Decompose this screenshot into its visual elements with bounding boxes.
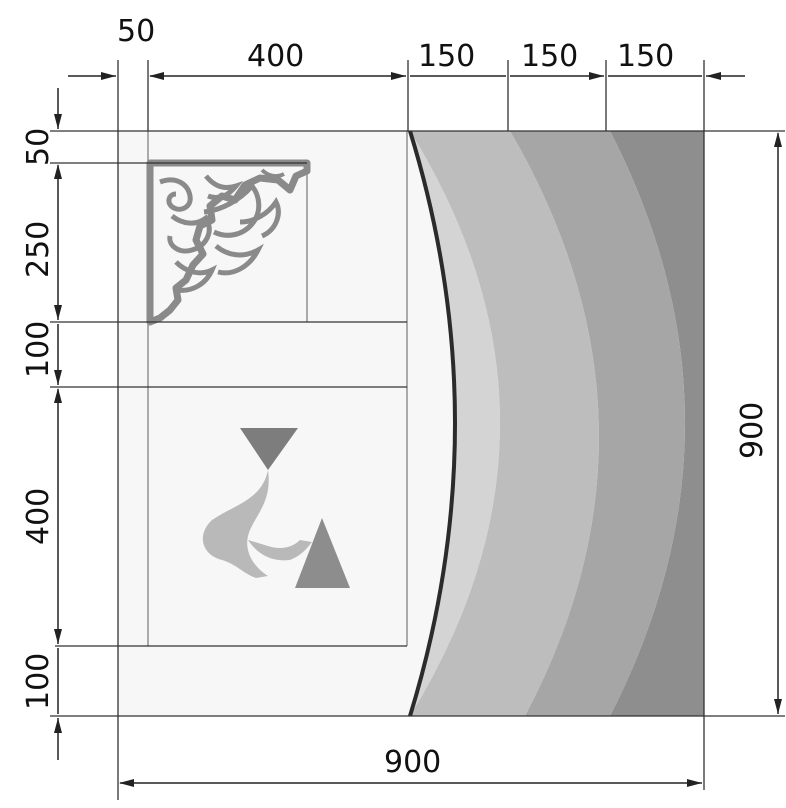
dim-left-top-margin: 50: [21, 128, 56, 166]
dim-top-margin: 50: [117, 14, 155, 49]
top-dimension-line: 50 400 150 150 150: [68, 14, 745, 80]
dim-top-inset-width: 400: [247, 39, 304, 74]
extension-lines: [50, 60, 785, 800]
dim-right-total-height: 900: [735, 402, 770, 459]
dim-left-logo-height: 400: [21, 488, 56, 545]
arc-edge: [408, 130, 457, 717]
wall-panel: [55, 130, 705, 717]
dim-left-bottom-margin: 100: [21, 653, 56, 710]
bottom-dimension-line: 900: [119, 745, 702, 787]
left-dimension-line: 50 250 100 400 100: [21, 88, 62, 760]
band-3: [510, 131, 685, 716]
dim-top-band-3: 150: [617, 39, 674, 74]
floral-corner-ornament-icon: [146, 159, 311, 326]
band-4: [610, 131, 704, 716]
band-2: [410, 131, 599, 716]
stylized-letter-logo-icon: [202, 428, 350, 588]
right-dimension-line: 900: [735, 132, 782, 714]
dim-bottom-total-width: 900: [384, 745, 441, 780]
dim-top-band-2: 150: [521, 39, 578, 74]
dim-left-middle-gap: 100: [21, 321, 56, 378]
dim-left-ornament-height: 250: [21, 221, 56, 278]
dim-top-band-1: 150: [418, 39, 475, 74]
